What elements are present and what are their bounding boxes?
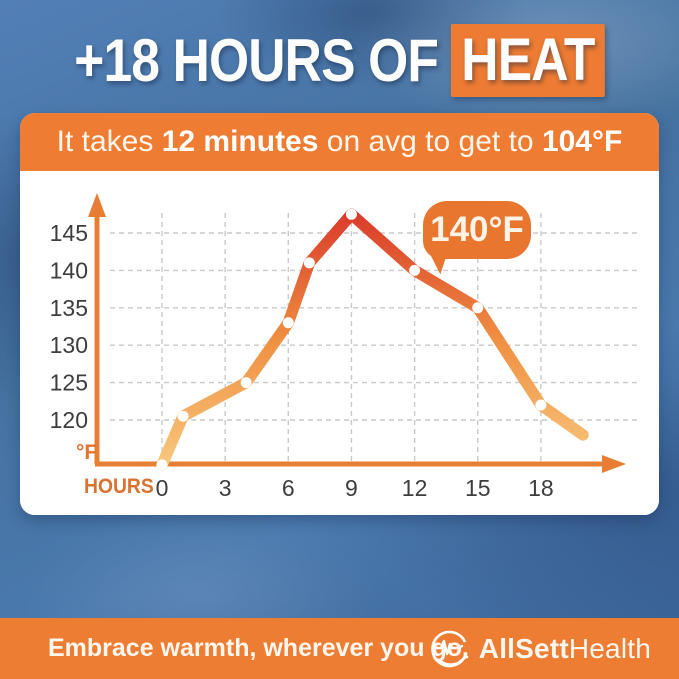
svg-text:18: 18 [528, 475, 554, 501]
title-highlight-box: HEAT [450, 24, 605, 97]
average-temp-callout: 140°F [423, 201, 531, 259]
footer-tagline: Embrace warmth, wherever you go. [48, 634, 469, 662]
brand-name-bold: AllSett [478, 632, 569, 664]
svg-text:135: 135 [50, 295, 88, 321]
x-axis-label: HOURS [84, 475, 154, 498]
svg-text:12: 12 [402, 475, 428, 501]
svg-text:140: 140 [50, 257, 88, 283]
svg-text:145: 145 [50, 220, 88, 246]
banner-text-2: on avg to get to [318, 125, 542, 158]
svg-text:15: 15 [465, 475, 491, 501]
chart-svg: 0 3 6 9 12 15 18 120 125 130 135 140 145 [50, 193, 640, 501]
brand-name: AllSettHealth [479, 633, 651, 665]
temperature-chart: 0 3 6 9 12 15 18 120 125 130 135 140 145 °F HOURS 14… [20, 171, 659, 515]
banner: It takes 12 minutes on avg to get to 104… [20, 113, 659, 171]
footer-bar: Embrace warmth, wherever you go. AllSett… [0, 618, 679, 679]
svg-text:0: 0 [156, 475, 169, 501]
brand-name-light: Health [568, 632, 651, 664]
svg-text:6: 6 [282, 475, 295, 501]
summary-row: +18H Heat! Peak Temperature - 149°F Aver… [0, 518, 679, 618]
pulse-hand-circle-icon [431, 630, 469, 667]
banner-bold-1: 12 minutes [161, 125, 319, 158]
page-title: +18 HOURS OF HEAT [48, 24, 632, 97]
chart-panel: It takes 12 minutes on avg to get to 104… [20, 113, 659, 515]
svg-text:130: 130 [50, 332, 88, 358]
svg-text:120: 120 [50, 407, 88, 433]
svg-text:3: 3 [219, 475, 232, 501]
title-text: +18 HOURS OF [74, 27, 439, 94]
svg-text:125: 125 [50, 370, 88, 396]
y-axis-unit-label: °F [76, 441, 98, 464]
banner-bold-2: 104°F [541, 125, 623, 158]
svg-text:9: 9 [345, 475, 358, 501]
brand-logo: AllSettHealth [429, 628, 651, 670]
banner-text-1: It takes [56, 125, 162, 158]
